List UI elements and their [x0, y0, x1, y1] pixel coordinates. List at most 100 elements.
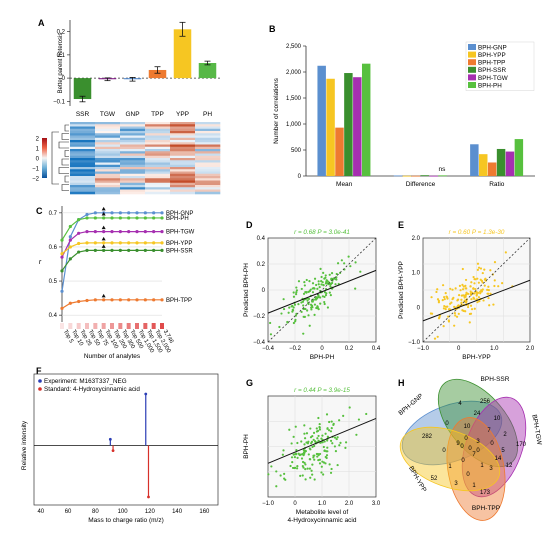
- scatter-point: [333, 445, 337, 448]
- b-y-tick-label: 1,500: [286, 96, 302, 102]
- c-point: [160, 211, 164, 215]
- scatter-point: [450, 301, 453, 304]
- scatter-point: [464, 278, 468, 282]
- scatter-point: [469, 312, 473, 315]
- scatter-point: [328, 273, 331, 276]
- panel-label-b: B: [269, 24, 276, 34]
- a-heatmap-cell: [195, 160, 221, 163]
- scatter-point: [479, 278, 482, 281]
- scatter-point: [470, 308, 474, 311]
- c-point: [110, 229, 114, 234]
- a-heatmap-cell: [170, 149, 196, 152]
- x-axis-label: BPH-PH: [310, 354, 335, 361]
- h-venn-set: [399, 426, 501, 492]
- b-bar: [344, 73, 353, 176]
- scatter-point: [338, 444, 341, 447]
- b-bar: [470, 144, 479, 176]
- scatter-point: [305, 291, 308, 294]
- c-max-marker: [101, 244, 106, 248]
- scatter-point: [292, 321, 295, 325]
- scatter-point: [325, 456, 328, 460]
- scatter-point: [321, 295, 324, 298]
- a-dendrogram-branch: [64, 150, 69, 157]
- a-colorbar-label: −2: [32, 177, 40, 183]
- c-analyte-bar: [118, 323, 123, 329]
- a-y-axis-label: Better parent heterosis: [58, 33, 64, 94]
- a-heatmap-cell: [195, 173, 221, 177]
- panel-g-scatter: r = 0.44 P = 3.9e-15 −1.0 0 1.0 2.0 3.0 Metabo…: [243, 387, 381, 524]
- scatter-point: [324, 282, 328, 285]
- c-series-line: [61, 212, 162, 292]
- h-region-count: 10: [494, 416, 501, 422]
- scatter-point: [504, 251, 507, 254]
- scatter-point: [330, 420, 333, 423]
- scatter-point: [316, 437, 319, 440]
- scatter-point: [275, 470, 278, 473]
- scatter-point: [310, 469, 313, 472]
- a-bar: [73, 78, 92, 100]
- b-bar: [420, 175, 429, 177]
- scatter-point: [493, 284, 496, 288]
- b-legend-label: BPH-PH: [478, 82, 502, 89]
- a-heatmap-cell: [120, 191, 146, 195]
- c-point: [143, 241, 147, 245]
- scatter-point: [269, 321, 272, 325]
- a-heatmap-cell: [70, 164, 96, 168]
- scatter-point: [320, 275, 323, 279]
- a-heatmap-cell: [145, 178, 171, 181]
- scatter-point: [295, 452, 298, 455]
- scatter-point: [326, 446, 329, 449]
- h-region-count: 173: [480, 490, 491, 496]
- a-heatmap-cell: [70, 189, 96, 193]
- c-point: [160, 241, 164, 245]
- c-point: [60, 289, 64, 293]
- a-heatmap-cell: [70, 153, 96, 157]
- c-point: [143, 216, 147, 220]
- a-heatmap-cell: [195, 185, 221, 188]
- a-heatmap-cell: [95, 185, 121, 188]
- scatter-point: [469, 304, 473, 307]
- scatter-point: [310, 442, 313, 445]
- y-axis-label: Predicted BPH-PH: [243, 263, 250, 317]
- scatter-point: [472, 287, 475, 290]
- b-legend-swatch: [468, 51, 476, 58]
- a-heatmap-cell: [70, 124, 96, 127]
- scatter-point: [477, 266, 481, 269]
- scatter-point: [443, 295, 446, 299]
- scatter-point: [317, 416, 320, 420]
- scatter-point: [460, 298, 463, 301]
- scatter-point: [304, 468, 307, 471]
- scatter-point: [441, 284, 445, 287]
- a-heatmap-cell: [95, 137, 121, 141]
- a-dendrogram-branch: [61, 133, 69, 140]
- scatter-point: [282, 449, 285, 452]
- a-heatmap-cell: [195, 146, 221, 150]
- scatter-point: [313, 277, 317, 280]
- a-heatmap-cell: [95, 169, 121, 172]
- a-heatmap-cell: [145, 133, 171, 136]
- scatter-point: [492, 303, 495, 306]
- a-heatmap-cell: [195, 149, 221, 152]
- stat-annotation: r = 0.44 P = 3.9e-15: [294, 387, 350, 394]
- scatter-point: [316, 287, 319, 290]
- scatter-point: [313, 478, 316, 481]
- c-point: [127, 298, 131, 302]
- c-analyte-bar: [143, 323, 148, 329]
- f-peak-tip: [144, 392, 148, 396]
- c-point: [118, 229, 122, 234]
- scatter-point: [465, 291, 468, 294]
- scatter-point: [497, 285, 500, 288]
- a-category-label: YPP: [176, 111, 189, 118]
- scatter-point: [472, 296, 475, 299]
- panel-label-d: D: [246, 220, 253, 230]
- a-heatmap-cell: [170, 151, 196, 154]
- scatter-point: [320, 465, 323, 468]
- c-series-label: BPH-TGW: [166, 230, 195, 236]
- b-category-label: Ratio: [489, 181, 505, 188]
- a-heatmap-cell: [170, 124, 196, 127]
- f-legend-marker: [38, 387, 42, 391]
- scatter-point: [317, 280, 320, 283]
- a-heatmap-cell: [95, 191, 121, 195]
- a-heatmap-cell: [145, 151, 171, 154]
